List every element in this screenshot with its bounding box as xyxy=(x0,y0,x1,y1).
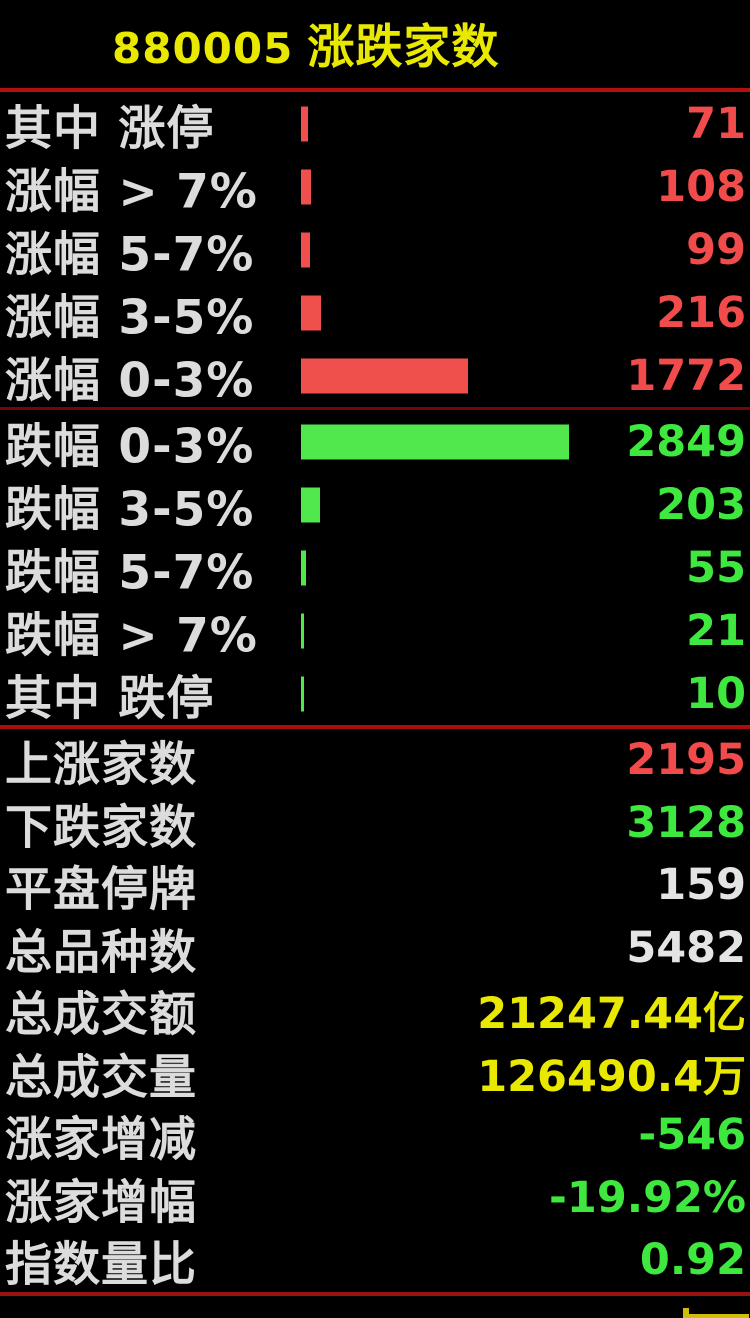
stat-label: 指数量比 xyxy=(5,1237,197,1293)
partial-yellow-icon xyxy=(689,1313,749,1318)
advancers-bar xyxy=(301,106,308,141)
stat-value: 5482 xyxy=(626,922,746,973)
decliners-row: 跌幅 5-7% 55 xyxy=(0,536,750,601)
stat-label: 上涨家数 xyxy=(5,737,197,793)
advancers-bar xyxy=(301,169,312,204)
stat-value: 126490.4万 xyxy=(477,1051,746,1102)
stat-row: 总成交量 126490.4万 xyxy=(0,1042,750,1105)
decliners-row: 跌幅 0-3% 2849 xyxy=(0,410,750,475)
stat-row: 涨家增减 -546 xyxy=(0,1104,750,1168)
bar-row-value: 1772 xyxy=(626,350,746,401)
stat-row: 平盘停牌 159 xyxy=(0,854,750,918)
stat-row: 指数量比 0.92 xyxy=(0,1229,750,1293)
bar-row-label: 跌幅 5-7% xyxy=(5,545,255,600)
decliners-row: 跌幅 > 7% 21 xyxy=(0,599,750,664)
stat-label: 下跌家数 xyxy=(5,800,197,856)
bar-row-label: 涨幅 3-5% xyxy=(5,290,255,345)
decliners-row: 其中 跌停 10 xyxy=(0,662,750,727)
bar-row-value: 10 xyxy=(686,668,746,719)
divider-above-stats xyxy=(0,725,750,729)
stat-label: 涨家增幅 xyxy=(5,1175,197,1231)
stat-row: 涨家增幅 -19.92% xyxy=(0,1167,750,1231)
stat-label: 总成交额 xyxy=(5,987,197,1043)
divider-top xyxy=(0,88,750,92)
bar-row-value: 203 xyxy=(656,479,746,530)
bar-row-label: 跌幅 3-5% xyxy=(5,482,255,537)
stats-section: 上涨家数 2195 下跌家数 3128 平盘停牌 159 总品种数 5482 总成交额 21247… xyxy=(0,729,750,1293)
stat-label: 涨家增减 xyxy=(5,1112,197,1168)
stat-row: 下跌家数 3128 xyxy=(0,792,750,856)
decliners-bar xyxy=(301,424,569,459)
decliners-bar xyxy=(301,550,307,585)
advancers-row: 涨幅 > 7% 108 xyxy=(0,155,750,220)
decliners-bar xyxy=(301,613,304,648)
stat-label: 总品种数 xyxy=(5,925,197,981)
stat-row: 总成交额 21247.44亿 xyxy=(0,979,750,1043)
decliners-bar xyxy=(301,487,321,522)
divider-mid-sections xyxy=(0,407,750,410)
advancers-bar xyxy=(301,358,468,393)
stat-row: 总品种数 5482 xyxy=(0,917,750,981)
advancers-row: 涨幅 0-3% 1772 xyxy=(0,344,750,409)
bar-row-label: 涨幅 5-7% xyxy=(5,227,255,282)
bar-row-value: 108 xyxy=(656,161,746,212)
advancers-row: 涨幅 3-5% 216 xyxy=(0,281,750,346)
bar-row-value: 2849 xyxy=(626,416,746,467)
divider-bottom xyxy=(0,1291,750,1296)
stat-value: -546 xyxy=(638,1110,746,1161)
bar-row-label: 其中 涨停 xyxy=(5,101,215,156)
bar-row-label: 其中 跌停 xyxy=(5,671,215,726)
bar-row-label: 涨幅 > 7% xyxy=(5,164,258,219)
bar-row-label: 跌幅 0-3% xyxy=(5,419,255,474)
advancers-row: 其中 涨停 71 xyxy=(0,92,750,157)
decliners-row: 跌幅 3-5% 203 xyxy=(0,473,750,538)
stat-label: 平盘停牌 xyxy=(5,862,197,918)
index-name: 涨跌家数 xyxy=(307,20,500,75)
stat-value: -19.92% xyxy=(549,1172,746,1223)
bar-row-value: 216 xyxy=(656,287,746,338)
bar-row-label: 跌幅 > 7% xyxy=(5,608,258,663)
decliners-bar xyxy=(301,676,304,711)
advancers-section: 其中 涨停 71 涨幅 > 7% 108 涨幅 5-7% 99 涨幅 3-5% 216 涨幅 0… xyxy=(0,92,750,409)
advancers-bar xyxy=(301,295,322,330)
decliners-section: 跌幅 0-3% 2849 跌幅 3-5% 203 跌幅 5-7% 55 跌幅 > 7% 21 其… xyxy=(0,410,750,727)
stat-value: 0.92 xyxy=(639,1235,746,1286)
stat-label: 总成交量 xyxy=(5,1050,197,1106)
bar-row-label: 涨幅 0-3% xyxy=(5,353,255,408)
advancers-bar xyxy=(301,232,311,267)
bar-row-value: 55 xyxy=(686,542,746,593)
stat-value: 21247.44亿 xyxy=(477,989,746,1040)
stat-value: 2195 xyxy=(626,735,746,786)
advancers-row: 涨幅 5-7% 99 xyxy=(0,218,750,283)
stat-value: 159 xyxy=(656,860,746,911)
stat-value: 3128 xyxy=(626,797,746,848)
index-code: 880005 xyxy=(112,24,294,73)
bar-row-value: 71 xyxy=(686,98,746,149)
page-title: 880005 涨跌家数 xyxy=(0,0,750,88)
bar-row-value: 99 xyxy=(686,224,746,275)
partial-yellow-icon xyxy=(683,1307,689,1318)
footer-strip xyxy=(0,1296,750,1318)
bar-row-value: 21 xyxy=(686,605,746,656)
stat-row: 上涨家数 2195 xyxy=(0,729,750,793)
